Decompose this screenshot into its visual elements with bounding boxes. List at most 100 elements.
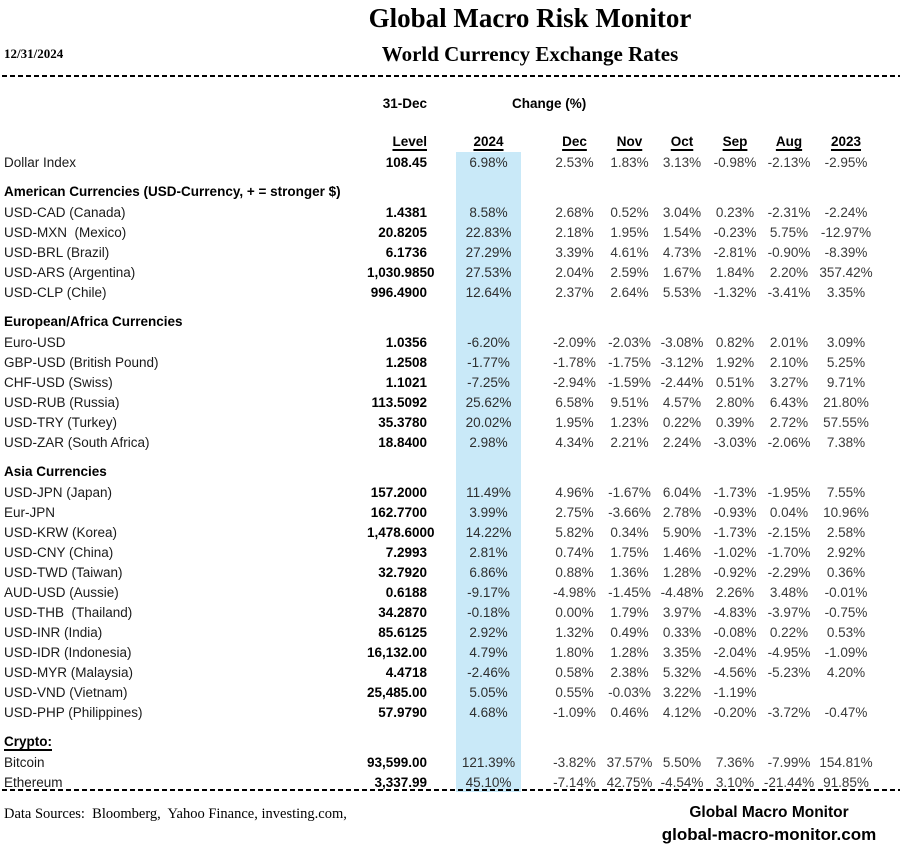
- instrument-label: USD-CLP (Chile): [4, 284, 107, 300]
- monthly-change-value: 1.95%: [610, 224, 649, 240]
- prior-year-change-value: 5.25%: [826, 354, 866, 370]
- table-group-header: 31-Dec Change (%): [4, 96, 884, 116]
- monthly-change-value: -2.04%: [713, 644, 757, 660]
- spacer-cell: [521, 642, 546, 662]
- level-value: 7.2993: [385, 544, 427, 560]
- instrument-label: USD-VND (Vietnam): [4, 684, 128, 700]
- monthly-change-value: -4.54%: [660, 774, 704, 790]
- ytd-change-value: -0.18%: [456, 602, 521, 622]
- table-row: Bitcoin 93,599.00 121.39% -3.82% 37.57% 5.50%…: [4, 752, 876, 772]
- monthly-change-value: -1.75%: [608, 354, 651, 370]
- monthly-change-value: 3.39%: [555, 244, 594, 260]
- monthly-change-value: 0.74%: [555, 544, 594, 560]
- instrument-label: USD-MYR (Malaysia): [4, 664, 134, 680]
- table-row: USD-KRW (Korea) 1,478.6000 14.22% 5.82% 0.34…: [4, 522, 876, 542]
- monthly-change-value: -3.08%: [660, 334, 704, 350]
- prior-year-change-value: 3.35%: [826, 284, 866, 300]
- monthly-change-value: [762, 682, 816, 702]
- monthly-change-value: 0.51%: [715, 374, 755, 390]
- monthly-change-value: 0.49%: [610, 624, 649, 640]
- monthly-change-value: 0.58%: [555, 664, 594, 680]
- monthly-change-value: -4.98%: [553, 584, 596, 600]
- brand-website: global-macro-monitor.com: [661, 825, 877, 844]
- table-row: USD-ARS (Argentina) 1,030.9850 27.53% 2.04%…: [4, 262, 876, 282]
- spacer-cell: [427, 152, 456, 172]
- spacer-cell: [521, 392, 546, 412]
- monthly-change-value: -3.66%: [608, 504, 651, 520]
- ytd-change-value: -7.25%: [456, 372, 521, 392]
- monthly-change-value: 1.46%: [662, 544, 702, 560]
- table-row: Dollar Index 108.45 6.98% 2.53% 1.83% 3.13% -0…: [4, 152, 876, 172]
- level-value: 162.7700: [370, 504, 427, 520]
- spacer-cell: [427, 282, 456, 302]
- table-row: USD-BRL (Brazil) 6.1736 27.29% 3.39% 4.61% 4.…: [4, 242, 876, 262]
- spacer-cell: [521, 662, 546, 682]
- spacer-cell: [521, 752, 546, 772]
- level-value: 1.0356: [385, 334, 427, 350]
- ytd-change-value: 27.29%: [456, 242, 521, 262]
- spacer-cell: [521, 332, 546, 352]
- instrument-label: USD-JPN (Japan): [4, 484, 113, 500]
- table-row: USD-TWD (Taiwan) 32.7920 6.86% 0.88% 1.36% 1.…: [4, 562, 876, 582]
- monthly-change-value: -2.13%: [767, 154, 811, 170]
- monthly-change-value: 2.01%: [769, 334, 809, 350]
- ytd-change-value: -6.20%: [456, 332, 521, 352]
- spacer-cell: [427, 482, 456, 502]
- table-row: USD-PHP (Philippines) 57.9790 4.68% -1.09% 0…: [4, 702, 876, 722]
- spacer-cell: [427, 682, 456, 702]
- section-title: European/Africa Currencies: [4, 314, 183, 329]
- prior-year-change-value: [816, 682, 876, 702]
- spacer-cell: [521, 562, 546, 582]
- instrument-label: CHF-USD (Swiss): [4, 374, 113, 390]
- ytd-change-value: 25.62%: [456, 392, 521, 412]
- monthly-change-value: 7.36%: [715, 754, 755, 770]
- monthly-change-value: 2.64%: [610, 284, 649, 300]
- ytd-change-value: 2.81%: [456, 542, 521, 562]
- monthly-change-value: 37.57%: [606, 754, 653, 770]
- monthly-change-value: 1.84%: [715, 264, 755, 280]
- ytd-highlight-cell: [456, 452, 521, 482]
- monthly-change-value: 1.80%: [555, 644, 594, 660]
- monthly-change-value: -1.19%: [713, 684, 757, 700]
- table-row: GBP-USD (British Pound) 1.2508 -1.77% -1.78…: [4, 352, 876, 372]
- monthly-change-value: 6.58%: [555, 394, 594, 410]
- monthly-change-value: -1.02%: [713, 544, 757, 560]
- monthly-change-value: 0.39%: [715, 414, 755, 430]
- level-value: 1.1021: [385, 374, 427, 390]
- monthly-change-value: 3.13%: [662, 154, 702, 170]
- brand-name: Global Macro Monitor: [689, 804, 849, 821]
- spacer-cell: [427, 662, 456, 682]
- section-spacer: [521, 452, 876, 482]
- prior-year-change-value: -0.47%: [824, 704, 868, 720]
- monthly-change-value: -3.03%: [713, 434, 757, 450]
- monthly-change-value: 2.72%: [769, 414, 809, 430]
- instrument-label: GBP-USD (British Pound): [4, 354, 159, 370]
- level-value: 18.8400: [378, 434, 427, 450]
- monthly-change-value: 1.28%: [662, 564, 702, 580]
- ytd-change-value: 6.98%: [456, 152, 521, 172]
- monthly-change-value: 0.46%: [610, 704, 649, 720]
- instrument-label: USD-THB (Thailand): [4, 604, 133, 620]
- monthly-change-value: -2.29%: [767, 564, 811, 580]
- spacer-cell: [521, 352, 546, 372]
- ytd-change-value: 121.39%: [456, 752, 521, 772]
- instrument-label: USD-KRW (Korea): [4, 524, 118, 540]
- spacer-cell: [427, 542, 456, 562]
- monthly-change-value: 6.43%: [769, 394, 809, 410]
- instrument-label: USD-BRL (Brazil): [4, 244, 110, 260]
- level-value: 996.4900: [370, 284, 427, 300]
- prior-year-change-value: 0.36%: [826, 564, 866, 580]
- monthly-change-value: 4.57%: [662, 394, 702, 410]
- monthly-change-value: 0.04%: [769, 504, 809, 520]
- ytd-highlight-cell: [456, 172, 521, 202]
- monthly-change-value: 3.27%: [769, 374, 809, 390]
- section-row: American Currencies (USD-Currency, + = s…: [4, 172, 876, 202]
- level-value: 0.6188: [385, 584, 427, 600]
- monthly-change-value: 1.79%: [610, 604, 649, 620]
- instrument-label: Dollar Index: [4, 154, 77, 170]
- level-value: 157.2000: [370, 484, 427, 500]
- ytd-change-value: 2.98%: [456, 432, 521, 452]
- level-value: 32.7920: [378, 564, 427, 580]
- monthly-change-value: 6.04%: [662, 484, 702, 500]
- monthly-change-value: -1.78%: [553, 354, 596, 370]
